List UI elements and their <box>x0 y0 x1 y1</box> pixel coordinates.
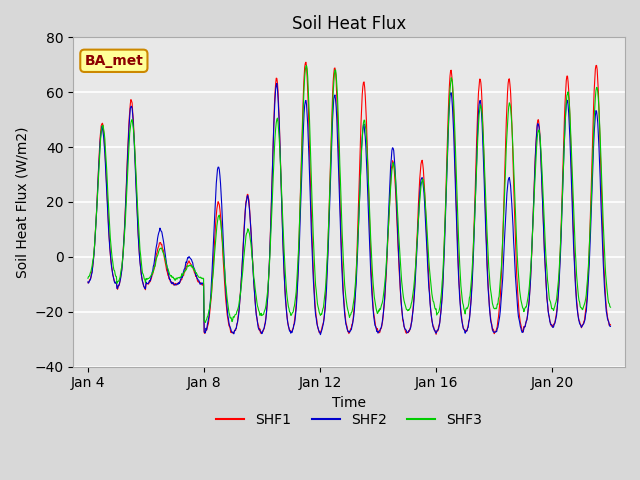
SHF2 <box>207 291 214 297</box>
SHF3 <box>508 112 515 118</box>
SHF1 <box>508 103 515 108</box>
SHF2 <box>317 332 324 337</box>
SHF3 <box>207 291 215 297</box>
SHF2 <box>275 108 282 114</box>
X-axis label: Time: Time <box>332 396 366 410</box>
SHF2 <box>103 187 111 192</box>
SHF1 <box>607 322 614 328</box>
SHF1 <box>302 60 310 65</box>
SHF2 <box>381 285 389 290</box>
SHF3 <box>303 63 310 69</box>
Y-axis label: Soil Heat Flux (W/m2): Soil Heat Flux (W/m2) <box>15 126 29 278</box>
SHF3 <box>84 276 92 281</box>
SHF2 <box>607 324 614 329</box>
SHF2 <box>303 101 310 107</box>
Line: SHF2: SHF2 <box>88 84 611 335</box>
SHF3 <box>103 167 111 172</box>
SHF3 <box>381 275 389 281</box>
Line: SHF1: SHF1 <box>88 62 611 335</box>
SHF3 <box>202 320 209 325</box>
SHF1 <box>274 89 282 95</box>
Title: Soil Heat Flux: Soil Heat Flux <box>292 15 406 33</box>
SHF3 <box>275 129 282 134</box>
SHF1 <box>207 298 214 304</box>
SHF1 <box>84 280 92 286</box>
SHF3 <box>607 304 614 310</box>
Text: BA_met: BA_met <box>84 54 143 68</box>
SHF2 <box>508 191 515 197</box>
SHF3 <box>303 66 311 72</box>
SHF2 <box>273 81 281 86</box>
SHF1 <box>303 63 310 69</box>
SHF2 <box>84 279 92 285</box>
SHF1 <box>381 298 388 303</box>
SHF1 <box>432 332 440 337</box>
Line: SHF3: SHF3 <box>88 66 611 323</box>
SHF1 <box>103 182 111 188</box>
Legend: SHF1, SHF2, SHF3: SHF1, SHF2, SHF3 <box>211 407 488 432</box>
